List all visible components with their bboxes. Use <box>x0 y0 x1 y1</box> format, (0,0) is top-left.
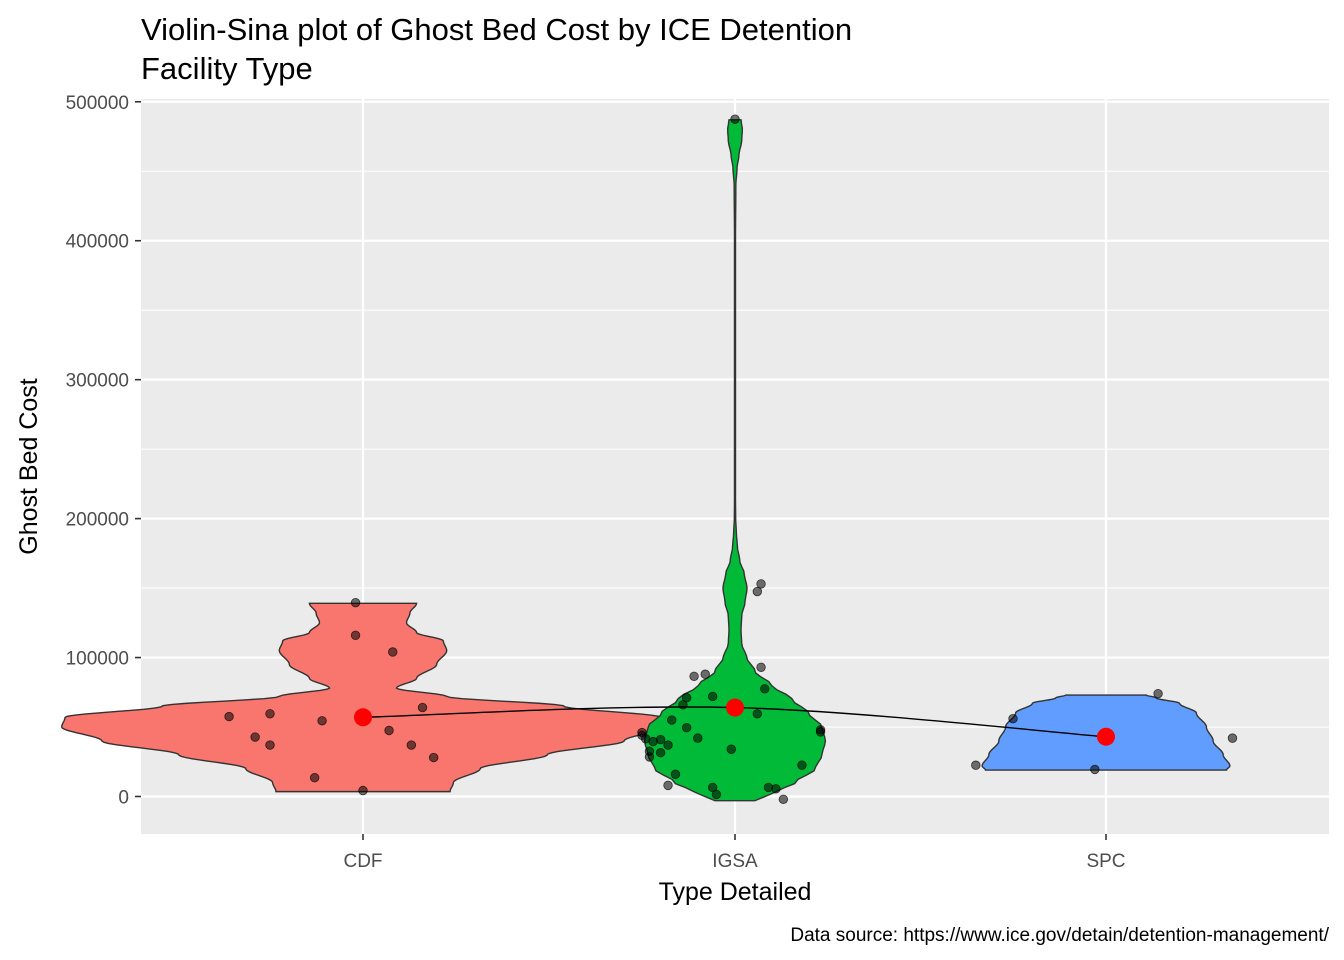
x-axis-title: Type Detailed <box>659 878 812 906</box>
y-tick-label: 0 <box>118 787 129 808</box>
y-tick-label: 300000 <box>66 371 129 392</box>
sina-point-igsa <box>756 579 766 589</box>
sina-point-cdf <box>317 716 327 726</box>
sina-point-cdf <box>265 709 275 719</box>
y-tick-label: 200000 <box>66 510 129 531</box>
sina-point-igsa <box>756 662 766 672</box>
sina-point-igsa <box>752 709 763 719</box>
sina-point-igsa <box>707 691 718 702</box>
sina-point-igsa <box>700 669 710 679</box>
sina-point-igsa <box>644 752 655 762</box>
sina-point-spc <box>1008 713 1018 724</box>
x-tick-label: CDF <box>343 851 382 872</box>
sina-points <box>224 114 1238 804</box>
chart-title-line-2: Facility Type <box>141 51 313 86</box>
sina-point-igsa <box>681 693 692 703</box>
sina-point-spc <box>971 760 981 770</box>
mean-marker-cdf <box>354 708 372 727</box>
mean-marker-igsa <box>726 698 744 717</box>
sina-point-igsa <box>778 794 789 804</box>
y-axis: 0 100000 200000 300000 400000 500000 <box>66 93 141 808</box>
x-tick-label: SPC <box>1086 851 1125 872</box>
x-axis: CDF IGSA SPC <box>343 834 1126 872</box>
sina-point-igsa <box>752 586 763 597</box>
sina-point-igsa <box>815 725 826 735</box>
sina-point-cdf <box>428 752 439 763</box>
sina-point-igsa <box>760 684 770 694</box>
violin-igsa <box>643 119 827 802</box>
sina-point-igsa <box>655 734 666 745</box>
sina-point-cdf <box>224 711 234 722</box>
y-tick-label: 100000 <box>66 649 129 670</box>
sina-point-cdf <box>388 647 398 657</box>
sina-point-cdf <box>406 740 417 750</box>
sina-point-igsa <box>655 748 666 758</box>
mean-markers <box>354 698 1115 746</box>
sina-point-igsa <box>693 733 703 743</box>
sina-point-igsa <box>711 789 722 800</box>
sina-point-igsa <box>726 744 736 754</box>
sina-point-igsa <box>730 114 740 124</box>
sina-point-igsa <box>667 715 677 725</box>
sina-point-cdf <box>350 630 361 641</box>
sina-point-igsa <box>771 784 781 794</box>
y-axis-title: Ghost Bed Cost <box>15 378 43 555</box>
sina-point-igsa <box>681 723 692 733</box>
sina-point-cdf <box>309 773 320 783</box>
sina-point-igsa <box>663 780 673 791</box>
y-tick-label: 500000 <box>66 93 129 114</box>
x-tick-label: IGSA <box>712 851 758 872</box>
sina-point-spc <box>1090 764 1100 775</box>
sina-point-igsa <box>689 671 699 682</box>
mean-marker-spc <box>1097 727 1115 746</box>
chart-title-line-1: Violin-Sina plot of Ghost Bed Cost by IC… <box>141 12 852 47</box>
sina-point-cdf <box>417 702 428 713</box>
sina-point-cdf <box>265 740 275 750</box>
sina-point-spc <box>1227 733 1238 743</box>
y-tick-label: 400000 <box>66 232 129 253</box>
sina-point-igsa <box>663 740 673 750</box>
sina-point-igsa <box>670 769 681 779</box>
sina-point-cdf <box>250 732 260 742</box>
chart-title: Violin-Sina plot of Ghost Bed Cost by IC… <box>141 12 852 86</box>
sina-point-cdf <box>350 597 361 608</box>
data-source-caption: Data source: https://www.ice.gov/detain/… <box>790 925 1329 946</box>
sina-point-cdf <box>384 725 394 736</box>
sina-point-spc <box>1153 688 1163 699</box>
sina-point-igsa <box>797 760 807 770</box>
sina-point-cdf <box>358 785 368 796</box>
